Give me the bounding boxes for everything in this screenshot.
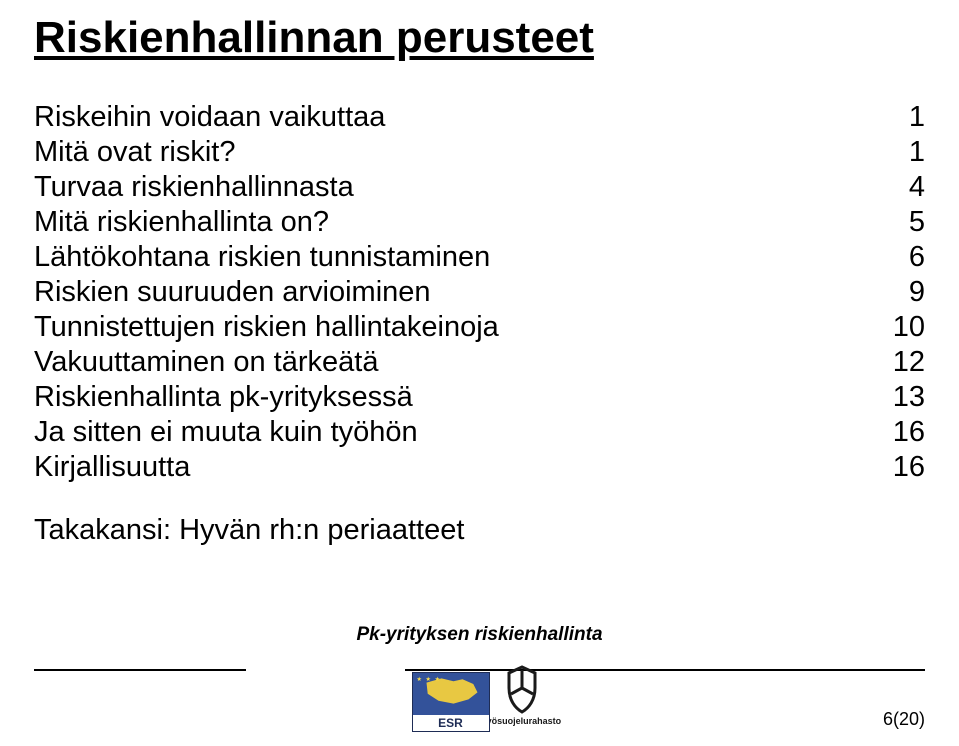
toc-page: 12 xyxy=(865,345,925,380)
esr-logo-box: ★ ★ ★ xyxy=(412,672,490,716)
toc-page: 13 xyxy=(865,380,925,415)
toc-page: 10 xyxy=(865,310,925,345)
footer-line-left xyxy=(34,669,246,671)
toc-row: Riskeihin voidaan vaikuttaa 1 xyxy=(34,100,925,135)
tsr-logo-icon xyxy=(502,664,542,714)
footer-logos: ★ ★ ★ ESR Työsuojelurahasto xyxy=(412,664,548,732)
toc-row: Ja sitten ei muuta kuin työhön 16 xyxy=(34,415,925,450)
toc-page: 9 xyxy=(865,275,925,310)
footer-title: Pk-yrityksen riskienhallinta xyxy=(356,624,602,646)
tsr-logo: Työsuojelurahasto xyxy=(496,664,548,732)
toc-page: 4 xyxy=(865,170,925,205)
toc-label: Vakuuttaminen on tärkeätä xyxy=(34,345,378,380)
toc-label: Mitä riskienhallinta on? xyxy=(34,205,329,240)
page-number: 6(20) xyxy=(883,709,925,730)
toc-label: Lähtökohtana riskien tunnistaminen xyxy=(34,240,490,275)
toc-row: Turvaa riskienhallinnasta 4 xyxy=(34,170,925,205)
toc-row: Lähtökohtana riskien tunnistaminen 6 xyxy=(34,240,925,275)
toc-row: Kirjallisuutta 16 xyxy=(34,450,925,485)
esr-logo-label: ESR xyxy=(412,715,490,732)
toc-row: Riskienhallinta pk-yrityksessä 13 xyxy=(34,380,925,415)
page-title: Riskienhallinnan perusteet xyxy=(34,14,925,62)
toc-row: Mitä riskienhallinta on? 5 xyxy=(34,205,925,240)
toc: Riskeihin voidaan vaikuttaa1Mitä ovat ri… xyxy=(34,100,925,485)
toc-row: Tunnistettujen riskien hallintakeinoja 10 xyxy=(34,310,925,345)
toc-page: 6 xyxy=(865,240,925,275)
toc-page: 1 xyxy=(865,100,925,135)
slide-page: Riskienhallinnan perusteet Riskeihin voi… xyxy=(0,0,959,746)
toc-page: 16 xyxy=(865,450,925,485)
toc-label: Riskien suuruuden arvioiminen xyxy=(34,275,431,310)
toc-label: Mitä ovat riskit? xyxy=(34,135,235,170)
toc-row: Vakuuttaminen on tärkeätä 12 xyxy=(34,345,925,380)
toc-label: Tunnistettujen riskien hallintakeinoja xyxy=(34,310,499,345)
tsr-logo-label: Työsuojelurahasto xyxy=(482,716,561,726)
toc-label: Kirjallisuutta xyxy=(34,450,190,485)
toc-row: Mitä ovat riskit? 1 xyxy=(34,135,925,170)
esr-logo: ★ ★ ★ ESR xyxy=(412,672,490,732)
toc-page: 5 xyxy=(865,205,925,240)
toc-label: Ja sitten ei muuta kuin työhön xyxy=(34,415,418,450)
toc-label: Riskienhallinta pk-yrityksessä xyxy=(34,380,413,415)
toc-row: Riskien suuruuden arvioiminen 9 xyxy=(34,275,925,310)
toc-label: Turvaa riskienhallinnasta xyxy=(34,170,354,205)
toc-page: 16 xyxy=(865,415,925,450)
toc-label: Riskeihin voidaan vaikuttaa xyxy=(34,100,385,135)
backcover-line: Takakansi: Hyvän rh:n periaatteet xyxy=(34,513,925,548)
toc-page: 1 xyxy=(865,135,925,170)
